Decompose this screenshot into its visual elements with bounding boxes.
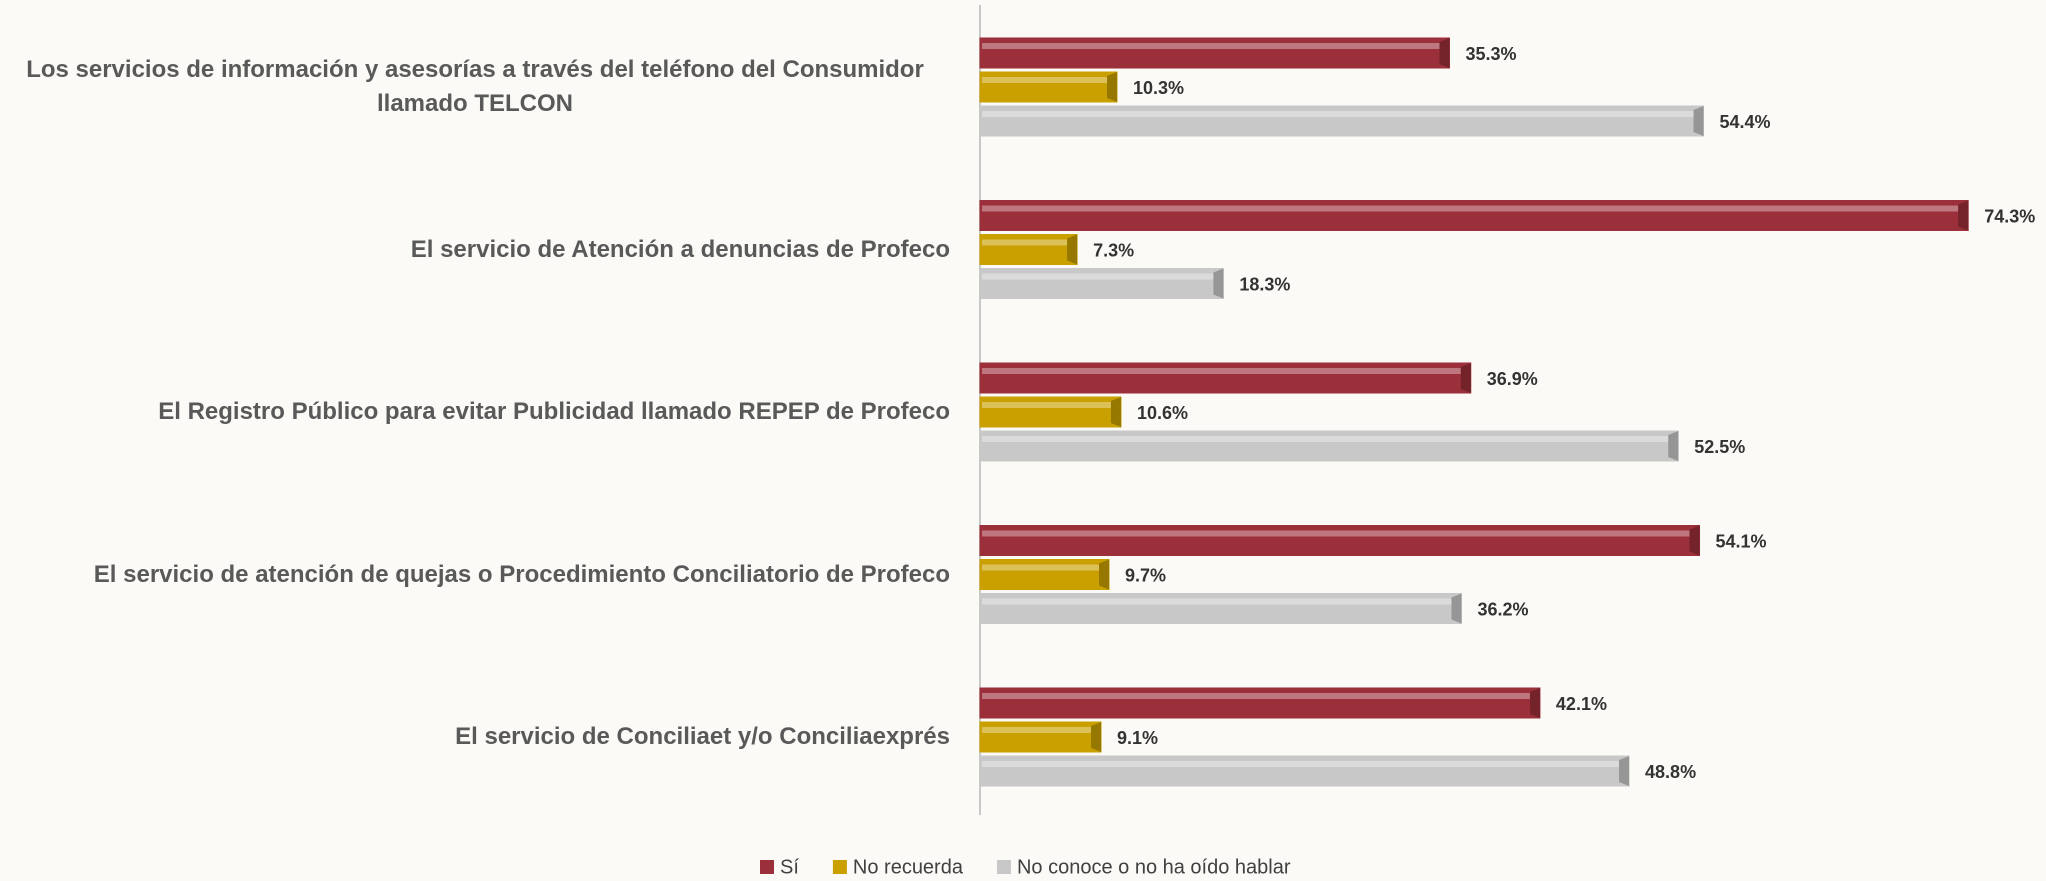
legend-label: No conoce o no ha oído hablar [1017, 856, 1291, 878]
value-label: 18.3% [1239, 274, 1290, 294]
legend-label: No recuerda [853, 856, 964, 878]
bar [979, 268, 1224, 299]
category-label: El Registro Público para evitar Publicid… [0, 395, 950, 429]
value-label: 36.9% [1487, 369, 1538, 389]
category-text: El Registro Público para evitar Publicid… [158, 398, 950, 425]
bar [979, 687, 1541, 719]
value-label: 52.5% [1694, 437, 1745, 457]
legend-swatch [996, 860, 1011, 874]
bar-shine [982, 693, 1530, 699]
value-label: 10.6% [1137, 403, 1188, 423]
bar-end [1106, 72, 1117, 102]
value-label: 54.4% [1720, 112, 1771, 132]
bar-shine [982, 77, 1107, 83]
bar-shine [982, 564, 1100, 571]
bar-end [1213, 268, 1224, 299]
bar-shine [982, 111, 1694, 117]
category-label: El servicio de atención de quejas o Proc… [0, 558, 950, 592]
category-text: Los servicios de información y asesorías… [26, 56, 924, 117]
bar-end [1529, 688, 1540, 718]
bar-end [1110, 397, 1121, 427]
value-label: 9.1% [1117, 728, 1158, 748]
bar [979, 234, 1078, 265]
bar [979, 200, 1969, 231]
category-text: El servicio de atención de quejas o Proc… [93, 560, 950, 588]
value-label: 36.2% [1477, 599, 1528, 619]
bar-end [1451, 593, 1462, 624]
bar-shine [982, 530, 1690, 537]
bar [979, 105, 1705, 137]
bar [979, 721, 1102, 753]
bar [979, 362, 1472, 394]
bar-shine [982, 368, 1461, 374]
bar-shine [982, 239, 1068, 246]
bar [979, 559, 1110, 590]
category-label: El servicio de Conciliaet y/o Conciliaex… [0, 720, 950, 754]
bar-end [1439, 38, 1450, 68]
bar-end [1067, 234, 1078, 265]
value-label: 7.3% [1093, 240, 1134, 260]
bar [979, 755, 1630, 787]
bar-end [1693, 106, 1704, 136]
legend-swatch [760, 860, 774, 874]
value-label: 42.1% [1556, 694, 1607, 714]
bar-end [1668, 431, 1679, 461]
bar-end [1689, 525, 1700, 556]
value-label: 48.8% [1645, 762, 1696, 782]
bar-shine [982, 402, 1111, 408]
category-text: El servicio de Atención a denuncias de P… [410, 235, 950, 263]
bar [979, 37, 1450, 69]
bar [979, 525, 1701, 556]
bar-shine [982, 205, 1959, 212]
bar [979, 430, 1679, 462]
value-label: 74.3% [1984, 206, 2035, 226]
bar-end [1958, 200, 1969, 231]
value-label: 54.1% [1716, 531, 1767, 551]
value-label: 9.7% [1125, 565, 1166, 585]
category-label: Los servicios de información y asesorías… [0, 53, 950, 121]
legend-swatch [832, 860, 847, 874]
bar-end [1619, 756, 1630, 786]
legend-label: Sí [780, 856, 799, 878]
bar-end [1460, 363, 1471, 393]
bar [979, 71, 1118, 103]
bar [979, 396, 1122, 428]
bar-shine [982, 761, 1620, 767]
value-label: 10.3% [1133, 78, 1184, 98]
bar-shine [982, 727, 1092, 733]
bar-end [1091, 722, 1102, 752]
value-label: 35.3% [1465, 44, 1516, 64]
bar-shine [982, 598, 1452, 605]
bar-shine [982, 273, 1214, 280]
bar [979, 593, 1462, 624]
category-label: El servicio de Atención a denuncias de P… [0, 233, 950, 267]
bar-shine [982, 43, 1440, 49]
bar-shine [982, 436, 1669, 442]
bar-end [1099, 559, 1110, 590]
category-text: El servicio de Conciliaet y/o Conciliaex… [455, 723, 950, 750]
